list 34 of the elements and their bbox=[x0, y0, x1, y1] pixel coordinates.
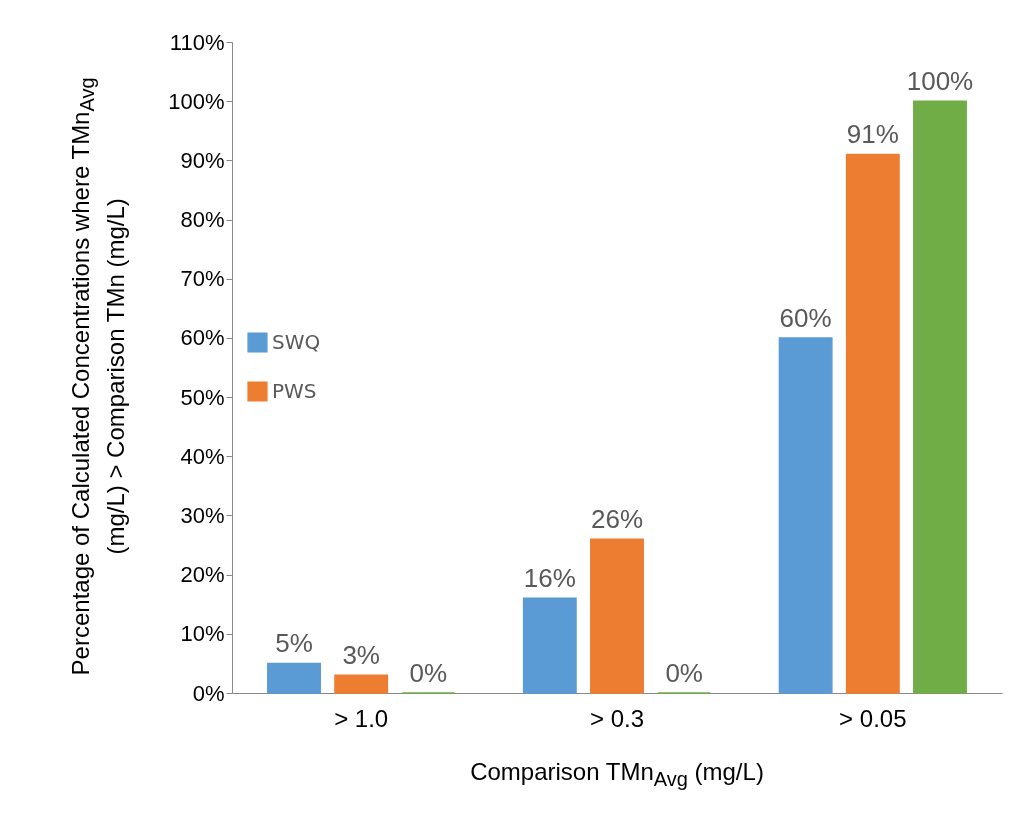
data-label: 100% bbox=[906, 66, 974, 97]
y-tick-label: 0% bbox=[192, 680, 225, 706]
y-tick-label: 60% bbox=[180, 325, 225, 351]
bar bbox=[522, 597, 577, 694]
data-label: 0% bbox=[665, 658, 703, 688]
y-tick-label: 110% bbox=[169, 29, 225, 55]
bar bbox=[334, 674, 389, 694]
bar bbox=[267, 662, 321, 694]
y-tick-label: 30% bbox=[180, 502, 225, 528]
y-tick-label: 100% bbox=[168, 88, 225, 114]
y-tick-label: 50% bbox=[180, 384, 225, 410]
data-label: 5% bbox=[275, 628, 313, 659]
y-tick-label: 10% bbox=[180, 621, 225, 647]
x-tick-label: > 0.3 bbox=[589, 704, 645, 732]
bar bbox=[845, 153, 900, 694]
x-axis-title: Comparison TMn$_{Avg}$ (mg/L) bbox=[469, 758, 765, 791]
y-tick-label: 20% bbox=[180, 562, 225, 588]
bar bbox=[778, 337, 833, 694]
data-label: 0% bbox=[409, 658, 448, 688]
data-label: 16% bbox=[523, 563, 576, 594]
data-label: 91% bbox=[846, 119, 899, 150]
y-tick-label: 40% bbox=[180, 443, 225, 469]
legend-label: SWQ bbox=[272, 329, 321, 354]
x-tick-label: > 1.0 bbox=[334, 704, 389, 732]
data-label: 60% bbox=[779, 302, 832, 333]
bar bbox=[590, 538, 644, 694]
legend-label: PWS bbox=[272, 378, 317, 403]
data-label: 3% bbox=[342, 640, 380, 671]
data-label: 26% bbox=[590, 504, 644, 535]
y-tick-label: 70% bbox=[180, 266, 225, 292]
y-tick-label: 80% bbox=[180, 207, 225, 233]
x-tick-label: > 0.05 bbox=[839, 704, 907, 732]
y-tick-label: 90% bbox=[180, 147, 225, 173]
bar bbox=[913, 100, 967, 694]
